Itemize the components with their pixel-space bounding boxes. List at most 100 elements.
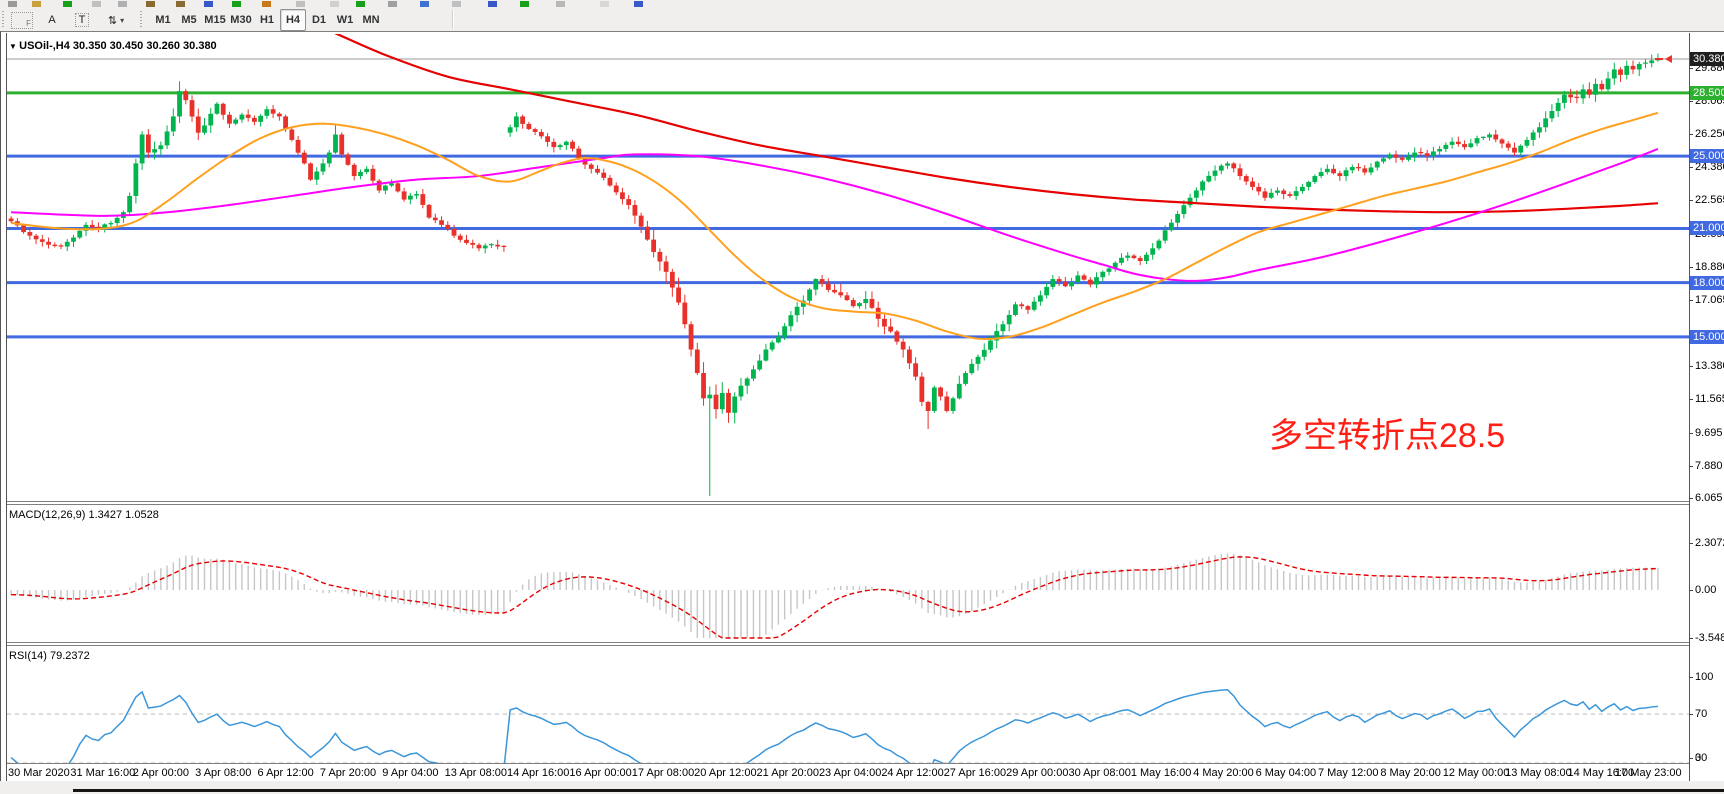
- clipped-toolbar-icon[interactable]: [8, 1, 17, 7]
- clipped-toolbar-icon[interactable]: [556, 1, 565, 7]
- candle-body: [900, 341, 906, 350]
- clipped-toolbar-icon[interactable]: [63, 1, 72, 7]
- clipped-toolbar-icon[interactable]: [488, 1, 497, 7]
- text-label-tool-button[interactable]: A: [38, 9, 66, 31]
- candle-body: [432, 217, 438, 221]
- clipped-toolbar-icon[interactable]: [296, 1, 305, 7]
- candle-body: [401, 191, 407, 200]
- date-label: 13 Apr 08:00: [444, 767, 508, 779]
- clipped-toolbar-icon[interactable]: [32, 1, 41, 7]
- clipped-toolbar-icon[interactable]: [388, 1, 397, 7]
- price-tick-label: 9.695: [1695, 426, 1723, 439]
- candle-body: [214, 103, 220, 114]
- text-box-tool-button[interactable]: T: [68, 9, 96, 31]
- candle-body: [8, 218, 14, 222]
- timeframe-button-H1[interactable]: H1: [259, 14, 275, 26]
- candle-body: [376, 180, 382, 191]
- clipped-toolbar-icon[interactable]: [118, 1, 127, 7]
- candle-body: [270, 109, 276, 114]
- price-badge-18.000: 18.000: [1690, 275, 1724, 290]
- candle-body: [1493, 134, 1499, 140]
- candle-body: [869, 298, 875, 308]
- panel-separator[interactable]: [7, 504, 1689, 505]
- candle-body: [370, 168, 376, 181]
- clipped-toolbar-icon[interactable]: [452, 1, 461, 7]
- toolbar-grip[interactable]: [2, 11, 6, 27]
- candle-body: [963, 373, 968, 384]
- candle-body: [732, 396, 738, 413]
- chart-title: ▼ USOil-,H4 30.350 30.450 30.260 30.380: [9, 40, 217, 52]
- timeframe-button-D1[interactable]: D1: [311, 14, 327, 26]
- date-label: 2 Apr 00:00: [132, 767, 190, 779]
- timeframe-button-M30[interactable]: M30: [230, 14, 252, 26]
- clipped-toolbar-icon[interactable]: [634, 1, 643, 7]
- date-label: 14 Apr 16:00: [507, 767, 570, 779]
- clipped-toolbar-icon[interactable]: [420, 1, 429, 7]
- clipped-toolbar-icon[interactable]: [146, 1, 155, 7]
- candle-body: [1518, 145, 1524, 153]
- candle-body: [83, 224, 89, 231]
- timeframe-button-H4[interactable]: H4: [280, 9, 306, 31]
- candle-body: [183, 91, 189, 101]
- candle-body: [844, 295, 850, 301]
- clipped-toolbar-icon[interactable]: [330, 1, 339, 7]
- candle-body: [757, 360, 763, 370]
- candle-body: [969, 363, 975, 374]
- candle-body: [688, 324, 694, 350]
- candle-body: [794, 306, 800, 316]
- candle-body: [1218, 165, 1224, 171]
- candle-body: [1144, 254, 1149, 261]
- clipped-toolbar-icon[interactable]: [176, 1, 185, 7]
- candle-body: [825, 283, 831, 290]
- candle-body: [744, 378, 750, 386]
- chart-frame-line: [6, 33, 7, 781]
- candle-body: [632, 204, 638, 216]
- clipped-toolbar-icon[interactable]: [520, 1, 529, 7]
- candle-body: [1168, 222, 1174, 231]
- main-price-chart-canvas[interactable]: [7, 34, 1689, 501]
- candle-body: [1362, 168, 1368, 173]
- candle-body: [601, 172, 607, 178]
- chart-title-text: USOil-,H4 30.350 30.450 30.260 30.380: [19, 40, 217, 52]
- date-label: 21 Apr 20:00: [756, 767, 819, 779]
- candle-body: [888, 326, 894, 332]
- timeframe-button-M1[interactable]: M1: [155, 14, 171, 26]
- symbol-dropdown-icon[interactable]: ▼: [9, 42, 20, 51]
- clipped-toolbar-icon[interactable]: [600, 1, 609, 7]
- rsi-line: [10, 689, 1659, 763]
- panel-separator[interactable]: [7, 501, 1689, 502]
- candle-body: [507, 127, 513, 133]
- macd-indicator-canvas[interactable]: [7, 505, 1689, 642]
- candles-group[interactable]: [8, 53, 1661, 496]
- candle-body: [457, 235, 463, 240]
- clipped-toolbar-icon[interactable]: [204, 1, 213, 7]
- timeframe-button-M15[interactable]: M15: [204, 14, 226, 26]
- candle-body: [1424, 153, 1430, 157]
- candle-body: [1387, 154, 1393, 159]
- forecast-grid-tool-button[interactable]: F: [8, 9, 36, 31]
- panel-separator[interactable]: [7, 642, 1689, 643]
- timeframe-button-W1[interactable]: W1: [336, 14, 354, 26]
- candle-body: [445, 224, 451, 229]
- draw-tools-dropdown-button[interactable]: ⇅ ▾: [98, 9, 134, 31]
- clipped-toolbar-icon[interactable]: [356, 1, 365, 7]
- clipped-toolbar-icon[interactable]: [232, 1, 241, 7]
- clipped-toolbar-icon[interactable]: [262, 1, 271, 7]
- candle-body: [532, 129, 538, 132]
- candle-body: [1468, 143, 1474, 148]
- price-tick: [1689, 68, 1693, 69]
- candle-body: [620, 192, 625, 200]
- candle-body: [1530, 132, 1536, 140]
- toolbar-grip[interactable]: [140, 11, 144, 27]
- candle-body: [613, 185, 619, 193]
- candle-body: [713, 394, 719, 410]
- candle-body: [1306, 181, 1312, 187]
- timeframe-button-MN[interactable]: MN: [362, 14, 380, 26]
- timeframe-button-M5[interactable]: M5: [181, 14, 197, 26]
- candle-body: [1324, 168, 1330, 173]
- candle-body: [339, 134, 345, 155]
- date-label: 27 Apr 16:00: [943, 767, 1007, 779]
- rsi-indicator-canvas[interactable]: [7, 646, 1689, 763]
- clipped-toolbar-icon[interactable]: [92, 1, 101, 7]
- panel-separator[interactable]: [7, 645, 1689, 646]
